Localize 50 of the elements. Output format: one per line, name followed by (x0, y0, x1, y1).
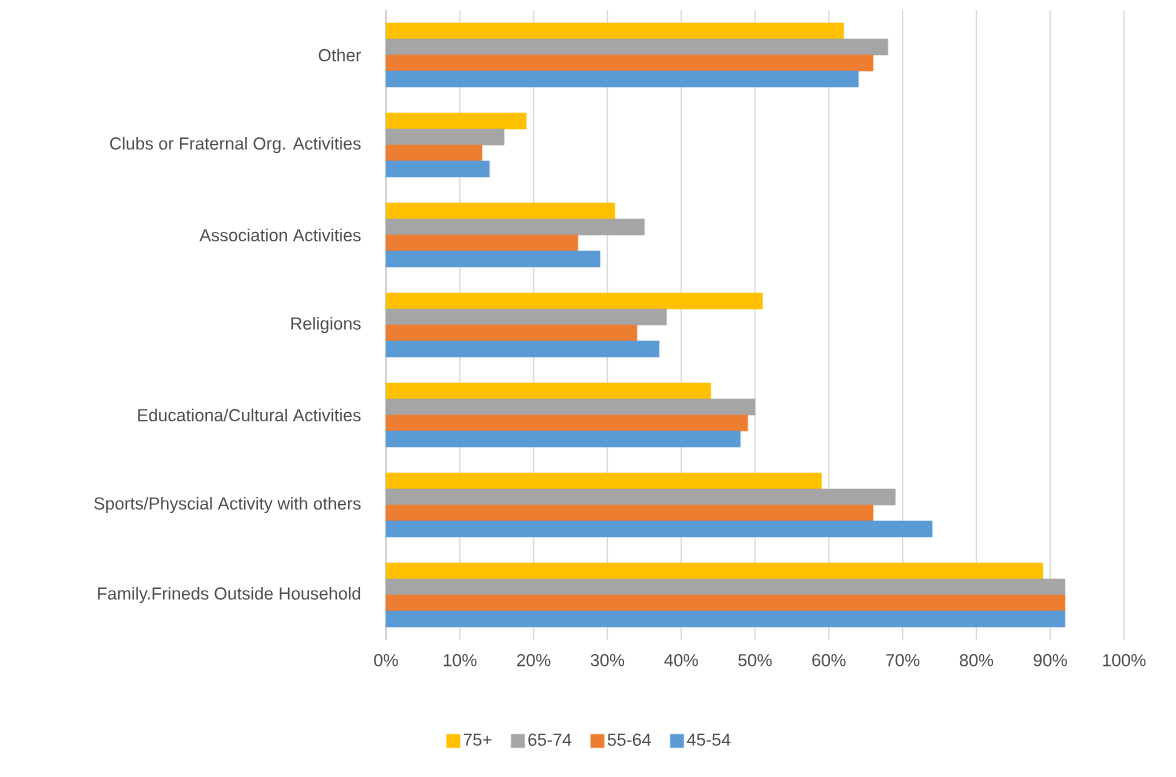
bar (385, 414, 748, 432)
bar (385, 520, 933, 538)
x-tick-label: 20% (517, 654, 551, 667)
bar (385, 144, 483, 162)
legend-label: 65-74 (528, 733, 572, 746)
legend-label: 75+ (463, 733, 492, 746)
bar (385, 234, 579, 252)
y-tick-label: Family.Frineds Outside Household (98, 586, 361, 604)
bar (385, 488, 896, 506)
y-tick-label: Sports/Physcial Activity with others (94, 496, 361, 514)
y-tick-label: Other (318, 48, 361, 62)
x-tick-label: 40% (664, 654, 698, 667)
bar (385, 430, 741, 448)
bar (385, 218, 645, 236)
y-tick-label: Association Activities (199, 228, 361, 242)
bar (385, 38, 889, 56)
bar (385, 308, 667, 326)
bar (385, 382, 711, 400)
x-tick-label: 80% (959, 654, 994, 667)
x-tick-label: 100% (1103, 654, 1146, 667)
bar (385, 610, 1066, 628)
bar (385, 70, 859, 88)
bar (385, 324, 638, 342)
x-tick-label: 0% (374, 654, 398, 667)
x-tick-label: 90% (1033, 654, 1067, 667)
bar (385, 594, 1066, 612)
bar (385, 22, 844, 40)
bar (385, 112, 527, 130)
y-tick-label: Educationa/Cultural Activities (138, 408, 361, 422)
bar (385, 160, 490, 178)
bar (385, 562, 1044, 580)
y-tick-label: Clubs or Fraternal Org. Activities (110, 136, 361, 154)
x-tick-label: 60% (812, 654, 846, 667)
bar (385, 504, 874, 522)
bar (385, 578, 1066, 596)
bar (385, 398, 756, 416)
x-tick-label: 10% (443, 654, 477, 667)
bar (385, 340, 660, 358)
y-tick-label: Religions (291, 316, 361, 334)
bar (385, 472, 822, 490)
bar (385, 250, 601, 268)
bar (385, 202, 616, 220)
legend-label: 55-64 (607, 733, 651, 746)
x-tick-label: 70% (886, 654, 920, 667)
bar (385, 128, 505, 146)
x-tick-label: 50% (738, 654, 772, 667)
legend-label: 45-54 (686, 733, 731, 746)
bar (385, 54, 874, 72)
bar (385, 292, 763, 310)
x-tick-label: 30% (590, 654, 625, 667)
